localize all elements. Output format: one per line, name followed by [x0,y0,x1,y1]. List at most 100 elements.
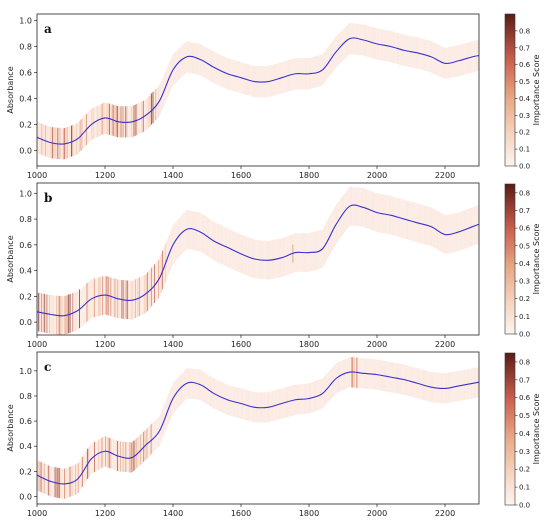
importance-stripe [149,269,151,308]
y-tick-label: 0.4 [19,94,32,103]
importance-stripe [189,368,191,399]
importance-stripe [351,23,352,55]
x-tick-label: 1600 [231,171,251,180]
importance-stripe [68,467,70,498]
panel-c: 1000 1200 1400 1600 1800 2000 2200 0.0 0.2 0.4 0.6… [6,351,541,518]
importance-stripe [100,438,102,469]
importance-stripe [126,280,128,320]
importance-stripe [99,104,101,136]
importance-stripe [80,458,82,489]
importance-stripe [129,442,131,473]
importance-stripe [187,41,189,73]
importance-stripe [177,49,178,81]
importance-stripe [183,212,185,252]
importance-stripe [317,380,318,411]
importance-region [159,23,479,116]
colorbar-gradient [504,13,516,167]
importance-stripe [447,47,449,79]
importance-stripe [125,280,127,319]
colorbar-tick-label: 0.8 [519,358,530,366]
colorbar-tick-label: 0.3 [519,448,530,456]
importance-stripe [328,218,329,257]
importance-stripe [355,23,357,55]
importance-stripe [319,54,321,87]
importance-stripe [193,369,195,400]
importance-stripe [177,220,178,259]
colorbar: 0.0 0.1 0.2 0.3 0.4 0.5 0.6 0.7 0.8 Importance Sc… [504,352,541,510]
importance-stripe [141,101,143,133]
importance-stripe [98,277,99,317]
importance-stripe [323,51,325,83]
importance-stripe [156,418,158,449]
y-tick-label: 0.8 [19,392,32,401]
importance-stripe [179,47,181,79]
importance-stripe [151,93,153,125]
x-tick-label: 1400 [163,509,183,518]
importance-stripe [137,436,139,467]
importance-stripe [148,96,150,128]
absorbance-line [37,204,479,317]
colorbar-tick-label: 0.7 [519,376,530,384]
importance-stripe [194,211,196,251]
y-tick-label: 0.2 [19,292,32,301]
importance-stripe [140,434,142,465]
importance-stripe [190,368,192,399]
importance-stripe [315,56,317,88]
importance-stripe [147,97,148,129]
importance-stripe [125,441,127,473]
importance-stripe [317,55,318,87]
importance-stripe [314,381,316,412]
colorbar-tick-label: 0.4 [519,95,531,103]
y-tick-label: 1.0 [19,367,32,376]
colorbar-label: Importance Score [532,394,541,465]
importance-stripe [134,104,136,136]
importance-stripe [110,438,112,469]
importance-stripe [343,194,344,234]
importance-stripe [344,359,346,390]
importance-stripe [100,276,102,316]
importance-stripe [355,187,357,227]
importance-stripe [194,42,196,75]
importance-stripe [136,278,138,318]
importance-stripe [194,369,196,400]
importance-stripe [182,372,184,403]
importance-stripe [318,230,320,269]
importance-stripe [341,360,343,391]
importance-stripe [340,361,342,392]
importance-stripe [124,106,125,138]
importance-stripe [133,440,135,471]
importance-stripe [323,225,325,265]
panel-letter: b [44,191,52,205]
importance-stripe [318,379,320,410]
importance-stripe [197,212,199,251]
importance-stripe [149,425,151,456]
axes-frame [36,182,480,336]
importance-stripe [143,275,144,315]
importance-stripe [352,187,354,226]
importance-stripe [155,419,157,450]
importance-stripe [100,103,102,136]
importance-stripe [99,438,101,469]
y-tick-label: 1.0 [19,189,32,198]
importance-stripe [451,46,453,78]
importance-stripe [357,187,359,227]
colorbar-label: Importance Score [532,224,541,295]
importance-stripe [449,46,450,79]
x-tick-label: 1400 [163,171,183,180]
importance-stripe [57,127,59,159]
colorbar-tick-label: 0.6 [519,61,531,69]
colorbar-tick-label: 0.8 [519,27,530,35]
y-tick-label: 0.6 [19,68,32,77]
importance-stripe [325,223,327,262]
colorbar-tick-label: 0.6 [519,394,531,402]
importance-stripe [134,279,136,318]
importance-stripe [359,24,361,56]
importance-stripe [181,373,182,404]
colorbar-tick-label: 0.8 [519,189,530,197]
colorbar-tick-label: 0.0 [519,163,530,171]
importance-stripe [318,55,320,87]
colorbar-tick-label: 0.6 [519,225,531,233]
importance-stripe [196,369,197,400]
colorbar-tick-label: 0.0 [519,502,530,510]
